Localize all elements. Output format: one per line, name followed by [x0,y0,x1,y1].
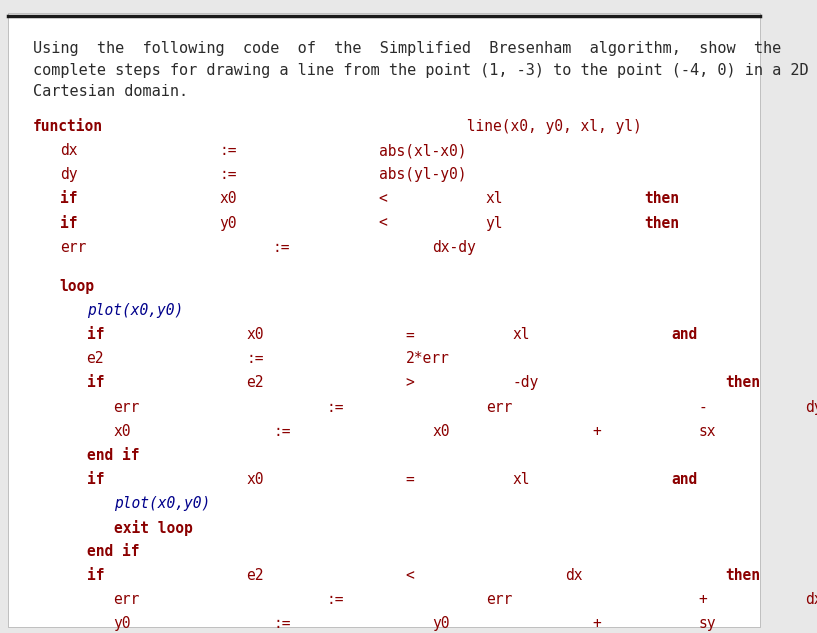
Text: Cartesian domain.: Cartesian domain. [33,84,188,99]
Text: -dy: -dy [512,375,538,391]
Text: dx-dy: dx-dy [432,240,475,254]
Text: <: < [406,568,414,583]
Text: and: and [672,472,698,487]
Text: Using  the  following  code  of  the  Simplified  Bresenham  algorithm,  show  t: Using the following code of the Simplifi… [33,41,781,56]
Text: :=: := [219,168,237,182]
Text: sy: sy [699,616,717,631]
Text: y0: y0 [433,616,450,631]
Text: sx: sx [699,423,717,439]
Text: x0: x0 [246,472,264,487]
Text: +: + [592,423,601,439]
Text: and: and [672,327,698,342]
Text: err: err [114,399,140,415]
Text: <: < [379,192,387,206]
Text: xl: xl [512,327,529,342]
Text: xl: xl [512,472,529,487]
Text: if: if [60,192,77,206]
Text: if: if [60,216,77,230]
Text: err: err [60,240,86,254]
Text: e2: e2 [246,568,264,583]
Text: plot(x0,y0): plot(x0,y0) [87,303,183,318]
Text: then: then [645,192,680,206]
Text: if: if [87,375,104,391]
Text: :=: := [326,592,344,607]
Text: end if: end if [87,544,139,559]
Text: =: = [406,327,414,342]
Text: exit loop: exit loop [114,520,192,536]
Text: +: + [699,592,708,607]
Text: then: then [725,568,760,583]
Text: then: then [645,216,680,230]
Text: :=: := [219,144,237,158]
Text: plot(x0,y0): plot(x0,y0) [114,496,210,511]
Text: -: - [699,399,708,415]
Text: err: err [486,399,512,415]
Text: line(x0, y0, xl, yl): line(x0, y0, xl, yl) [458,120,642,134]
Text: end if: end if [87,448,139,463]
Text: abs(yl-y0): abs(yl-y0) [379,168,467,182]
Text: dy: dy [805,399,817,415]
Text: 2*err: 2*err [406,351,449,367]
Text: e2: e2 [246,375,264,391]
Text: x0: x0 [114,423,131,439]
Text: err: err [114,592,140,607]
Text: x0: x0 [433,423,450,439]
Text: dx: dx [60,144,77,158]
Text: then: then [725,375,760,391]
Text: >: > [406,375,414,391]
Text: err: err [486,592,512,607]
Text: if: if [87,327,104,342]
Text: :=: := [273,616,291,631]
Text: if: if [87,568,104,583]
Text: y0: y0 [114,616,131,631]
FancyBboxPatch shape [8,13,760,627]
Text: xl: xl [485,192,502,206]
Text: complete steps for drawing a line from the point (1, -3) to the point (-4, 0) in: complete steps for drawing a line from t… [33,63,808,78]
Text: yl: yl [485,216,502,230]
Text: x0: x0 [219,192,237,206]
Text: x0: x0 [246,327,264,342]
Text: dy: dy [60,168,77,182]
Text: :=: := [272,240,290,254]
Text: :=: := [246,351,264,367]
Text: :=: := [273,423,291,439]
Text: abs(xl-x0): abs(xl-x0) [379,144,467,158]
Text: y0: y0 [219,216,237,230]
Text: dx: dx [565,568,583,583]
Text: function: function [33,120,103,134]
Text: if: if [87,472,104,487]
Text: =: = [406,472,414,487]
Text: <: < [379,216,387,230]
Text: e2: e2 [87,351,104,367]
Text: :=: := [326,399,344,415]
Text: +: + [592,616,601,631]
Text: dx: dx [805,592,817,607]
Text: loop: loop [60,279,95,294]
